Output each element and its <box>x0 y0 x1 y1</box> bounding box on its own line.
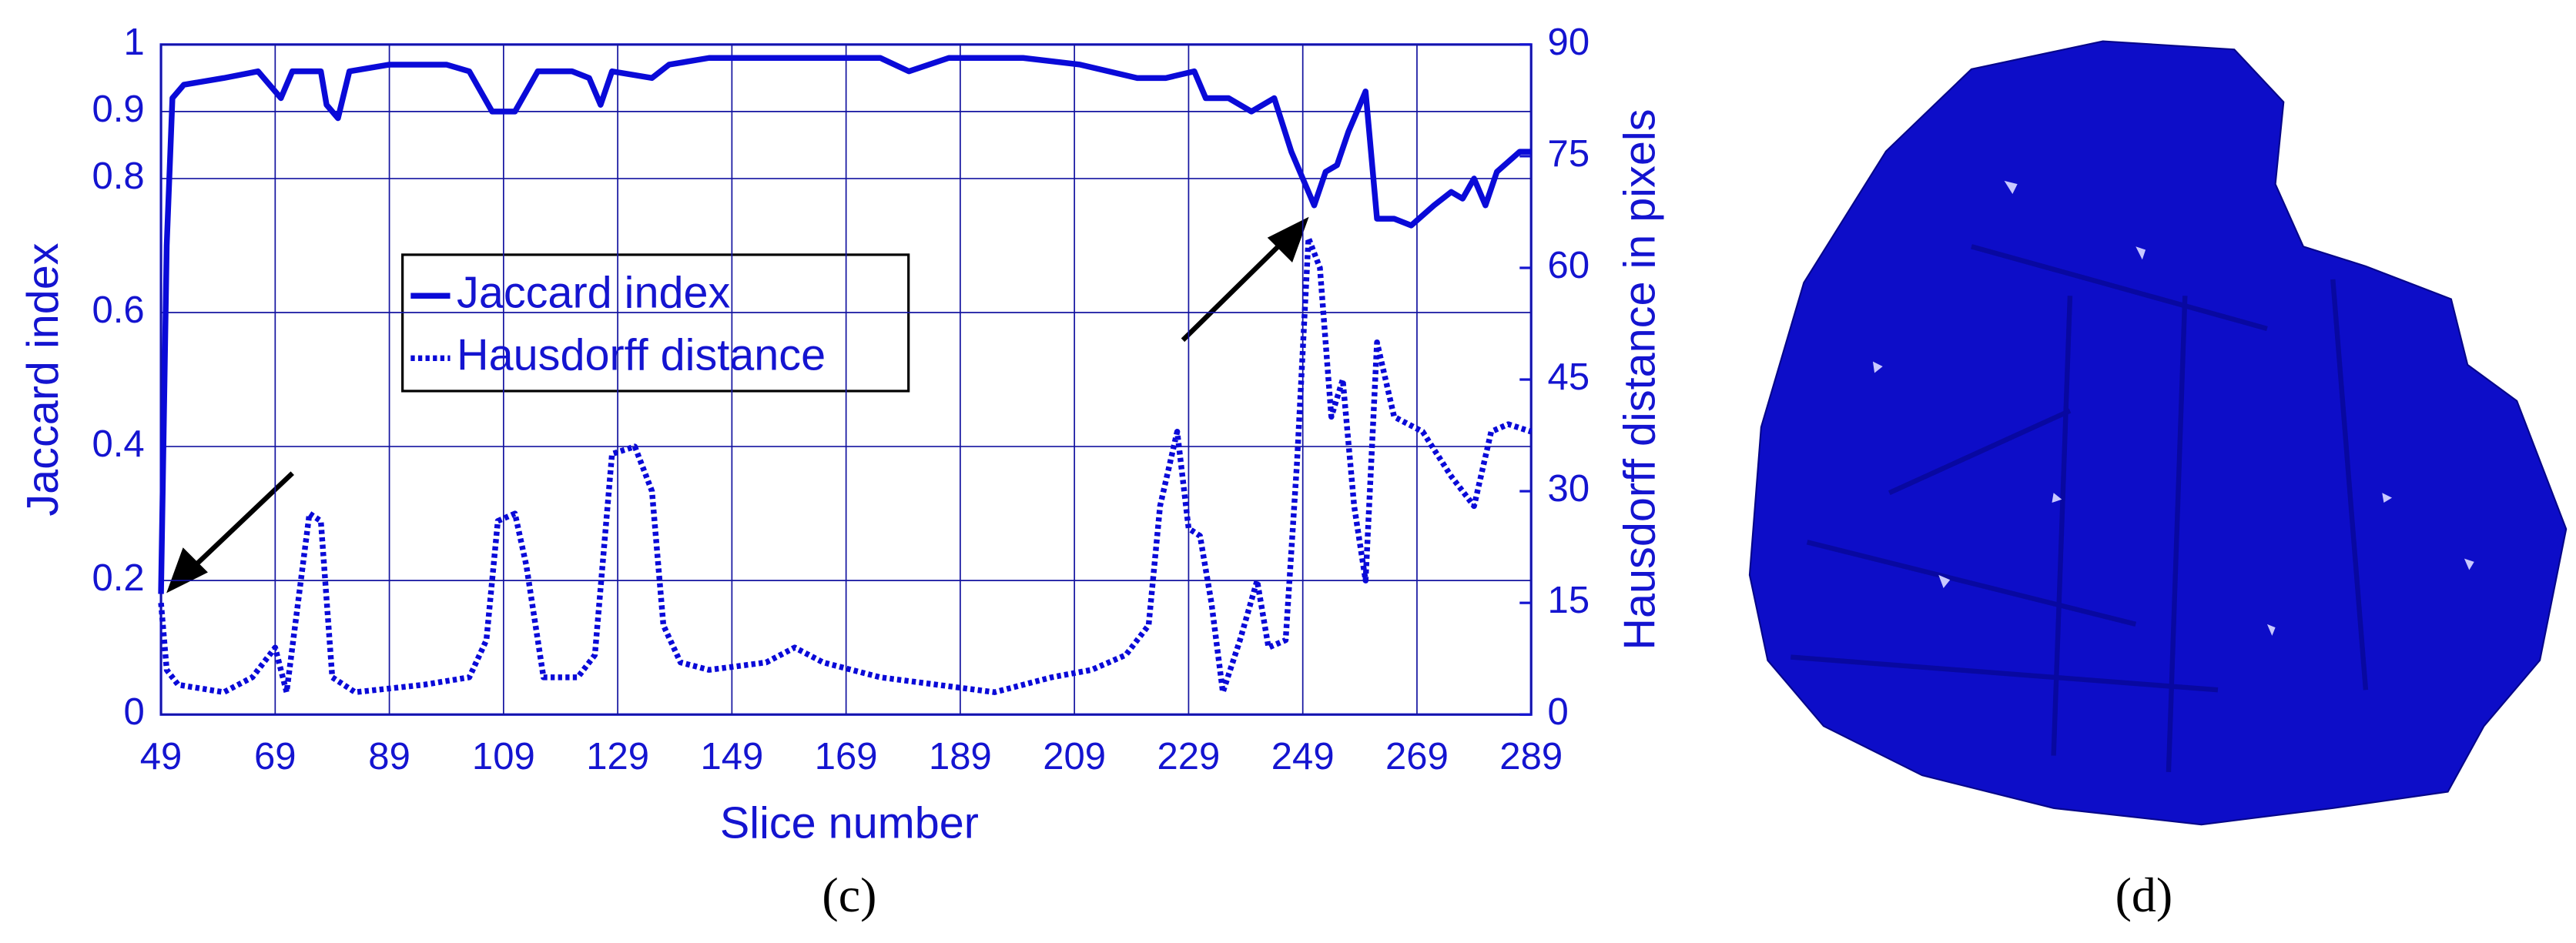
y-tick-label: 0.8 <box>92 155 145 197</box>
x-tick-label: 69 <box>254 736 296 777</box>
x-tick-label: 89 <box>368 736 410 777</box>
y2-tick-label: 60 <box>1548 245 1590 286</box>
x-tick-label: 109 <box>472 736 535 777</box>
y-tick-label: 0.9 <box>92 89 145 130</box>
y-tick-label: 0.4 <box>92 423 145 465</box>
y2-tick-label: 75 <box>1548 133 1590 175</box>
y-axis-label: Jaccard index <box>18 242 68 516</box>
data-line <box>158 55 1532 594</box>
caption: (c) <box>822 868 876 922</box>
x-axis-label: Slice number <box>720 799 979 848</box>
x-tick-label: 289 <box>1499 736 1563 777</box>
y2-axis-label: Hausdorff distance in pixels <box>1616 109 1665 650</box>
y-tick-label: 0 <box>123 691 144 733</box>
x-tick-label: 149 <box>700 736 763 777</box>
legend-box <box>401 253 910 393</box>
caption: (d) <box>2115 868 2173 922</box>
annotation-arrows <box>166 216 1309 594</box>
x-tick-label: 209 <box>1043 736 1106 777</box>
y-tick-label: 0.6 <box>92 289 145 331</box>
y2-tick-label: 45 <box>1548 356 1590 398</box>
y-tick-label: 0.2 <box>92 557 145 599</box>
y2-tick-label: 0 <box>1548 691 1569 733</box>
y2-tick-label: 30 <box>1548 468 1590 510</box>
y2-tick-label: 90 <box>1548 22 1590 63</box>
y-tick-label: 1 <box>123 22 144 63</box>
x-tick-label: 189 <box>929 736 992 777</box>
data-line <box>158 235 1533 695</box>
x-tick-label: 49 <box>140 736 183 777</box>
x-tick-label: 129 <box>586 736 649 777</box>
rendered-3d-surface <box>1748 40 2568 826</box>
x-tick-label: 249 <box>1271 736 1335 777</box>
legend-label: Hausdorff distance <box>457 331 826 380</box>
legend-label: Jaccard index <box>457 268 730 317</box>
x-tick-label: 169 <box>815 736 878 777</box>
x-tick-label: 229 <box>1157 736 1221 777</box>
x-tick-label: 269 <box>1385 736 1449 777</box>
y2-tick-label: 15 <box>1548 580 1590 621</box>
